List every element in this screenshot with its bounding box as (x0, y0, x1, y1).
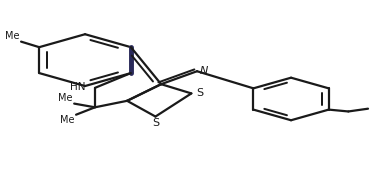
Text: HN: HN (70, 82, 85, 92)
Text: S: S (196, 88, 203, 98)
Text: Me: Me (60, 115, 74, 125)
Text: Me: Me (58, 93, 72, 103)
Text: N: N (200, 66, 208, 76)
Text: S: S (152, 118, 159, 128)
Text: Me: Me (5, 31, 19, 41)
